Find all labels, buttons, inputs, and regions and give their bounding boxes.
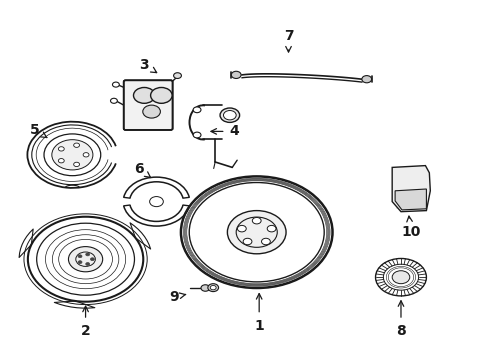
Circle shape	[375, 258, 426, 296]
Circle shape	[227, 211, 285, 254]
Circle shape	[391, 271, 409, 284]
Circle shape	[58, 147, 64, 151]
Text: 7: 7	[283, 29, 293, 52]
Text: 5: 5	[30, 123, 47, 138]
Text: 1: 1	[254, 293, 264, 333]
Circle shape	[85, 262, 89, 265]
Circle shape	[68, 247, 102, 272]
Circle shape	[78, 255, 82, 258]
Circle shape	[110, 98, 117, 103]
Text: 3: 3	[139, 58, 156, 73]
Circle shape	[220, 108, 239, 122]
Circle shape	[112, 82, 119, 87]
Circle shape	[173, 73, 181, 78]
Circle shape	[201, 285, 209, 291]
Text: 8: 8	[395, 301, 405, 338]
Circle shape	[149, 197, 163, 207]
Text: 6: 6	[134, 162, 150, 177]
Circle shape	[85, 253, 89, 256]
Circle shape	[52, 140, 93, 170]
Circle shape	[133, 87, 155, 103]
Circle shape	[58, 158, 64, 163]
Text: 2: 2	[81, 306, 90, 338]
Text: 10: 10	[400, 216, 420, 239]
Circle shape	[207, 284, 218, 292]
Circle shape	[361, 76, 371, 83]
Circle shape	[181, 176, 332, 288]
Polygon shape	[391, 166, 429, 212]
Circle shape	[193, 132, 201, 138]
Circle shape	[78, 261, 82, 264]
Circle shape	[237, 225, 246, 232]
Circle shape	[142, 105, 160, 118]
Circle shape	[252, 217, 261, 224]
Circle shape	[44, 134, 101, 176]
Circle shape	[74, 162, 80, 167]
Circle shape	[193, 107, 201, 113]
Circle shape	[231, 71, 241, 78]
Circle shape	[150, 87, 172, 103]
Circle shape	[27, 122, 117, 188]
Circle shape	[90, 258, 94, 261]
Polygon shape	[394, 189, 426, 210]
Circle shape	[83, 153, 89, 157]
Text: 4: 4	[210, 125, 239, 138]
Circle shape	[210, 285, 216, 290]
Circle shape	[266, 225, 275, 232]
Circle shape	[223, 111, 236, 120]
Text: 9: 9	[168, 290, 185, 304]
FancyBboxPatch shape	[123, 80, 172, 130]
Circle shape	[123, 177, 189, 226]
Circle shape	[28, 217, 143, 302]
Circle shape	[74, 143, 80, 147]
Circle shape	[261, 238, 270, 245]
Circle shape	[243, 238, 251, 245]
